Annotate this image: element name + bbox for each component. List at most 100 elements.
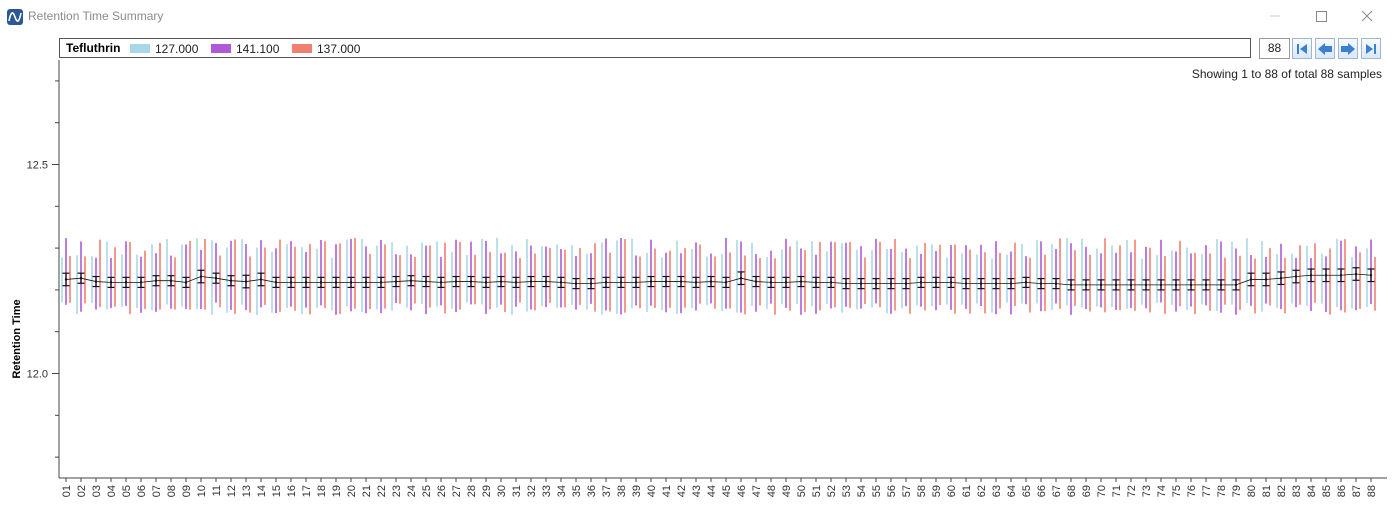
x-tick-label: 32 [526, 485, 538, 497]
x-tick-label: 79 [1231, 485, 1243, 497]
x-tick-label: 38 [616, 485, 628, 497]
x-tick-label: 45 [721, 485, 733, 497]
x-tick-label: 36 [586, 485, 598, 497]
y-tick-label: 12.0 [27, 369, 48, 381]
x-tick-label: 52 [826, 485, 838, 497]
x-tick-label: 39 [631, 485, 643, 497]
x-tick-label: 05 [121, 485, 133, 497]
x-tick-label: 83 [1291, 485, 1303, 497]
x-tick-label: 29 [481, 485, 493, 497]
x-tick-label: 68 [1066, 485, 1078, 497]
x-tick-label: 49 [781, 485, 793, 497]
x-tick-label: 19 [331, 485, 343, 497]
x-tick-label: 13 [241, 485, 253, 497]
x-tick-label: 01 [61, 485, 73, 497]
x-tick-label: 40 [646, 485, 658, 497]
x-tick-label: 28 [466, 485, 478, 497]
x-tick-label: 30 [496, 485, 508, 497]
x-tick-label: 04 [106, 485, 118, 497]
x-tick-label: 77 [1201, 485, 1213, 497]
x-tick-label: 86 [1336, 485, 1348, 497]
last-page-button[interactable] [1361, 38, 1381, 59]
x-tick-label: 14 [256, 485, 268, 497]
x-tick-label: 78 [1216, 485, 1228, 497]
x-tick-label: 42 [676, 485, 688, 497]
x-tick-label: 73 [1141, 485, 1153, 497]
x-tick-label: 82 [1276, 485, 1288, 497]
y-tick-label: 12.5 [27, 160, 48, 172]
last-page-icon [1366, 44, 1376, 54]
mean-line [65, 273, 1372, 286]
x-tick-label: 80 [1246, 485, 1258, 497]
window-title: Retention Time Summary [28, 9, 164, 23]
x-tick-label: 76 [1186, 485, 1198, 497]
x-tick-label: 64 [1006, 485, 1018, 497]
first-page-button[interactable] [1292, 38, 1312, 59]
x-tick-label: 35 [571, 485, 583, 497]
legend-swatch-127 [130, 44, 150, 54]
x-tick-label: 74 [1156, 485, 1168, 497]
x-tick-label: 43 [691, 485, 703, 497]
arrow-left-icon [1318, 43, 1332, 55]
x-tick-label: 37 [601, 485, 613, 497]
x-tick-label: 06 [136, 485, 148, 497]
x-tick-label: 70 [1096, 485, 1108, 497]
x-tick-label: 34 [556, 485, 568, 497]
minimize-button[interactable] [1252, 0, 1298, 32]
x-tick-label: 71 [1111, 485, 1123, 497]
x-tick-label: 07 [151, 485, 163, 497]
x-tick-label: 44 [706, 485, 718, 497]
close-button[interactable] [1344, 0, 1390, 32]
x-tick-label: 87 [1351, 485, 1363, 497]
x-tick-label: 16 [286, 485, 298, 497]
x-tick-label: 51 [811, 485, 823, 497]
previous-page-button[interactable] [1315, 38, 1335, 59]
x-tick-label: 46 [736, 485, 748, 497]
x-tick-label: 50 [796, 485, 808, 497]
x-tick-label: 24 [406, 485, 418, 497]
legend-swatch-141 [211, 44, 231, 54]
x-tick-label: 20 [346, 485, 358, 497]
legend-label-127: 127.000 [155, 42, 199, 56]
x-tick-label: 31 [511, 485, 523, 497]
legend-swatch-137 [292, 44, 312, 54]
x-tick-label: 85 [1321, 485, 1333, 497]
x-tick-label: 59 [931, 485, 943, 497]
x-tick-label: 53 [841, 485, 853, 497]
x-tick-label: 58 [916, 485, 928, 497]
window-titlebar: Retention Time Summary [0, 0, 1397, 32]
maximize-button[interactable] [1298, 0, 1344, 32]
x-tick-label: 08 [166, 485, 178, 497]
x-tick-label: 12 [226, 485, 238, 497]
x-tick-label: 10 [196, 485, 208, 497]
x-tick-label: 11 [211, 485, 223, 496]
x-tick-label: 15 [271, 485, 283, 497]
x-tick-label: 23 [391, 485, 403, 497]
x-tick-label: 17 [301, 485, 313, 497]
x-tick-label: 60 [946, 485, 958, 497]
x-tick-label: 47 [751, 485, 763, 497]
x-tick-label: 57 [901, 485, 913, 497]
x-tick-label: 22 [376, 485, 388, 497]
x-tick-label: 02 [76, 485, 88, 497]
x-tick-label: 21 [361, 485, 373, 497]
sample-count-field[interactable]: 88 [1259, 38, 1290, 59]
x-tick-label: 66 [1036, 485, 1048, 497]
x-tick-label: 18 [316, 485, 328, 497]
x-tick-label: 41 [661, 485, 673, 497]
legend-item-127: 127.000 [130, 42, 198, 56]
x-tick-label: 03 [91, 485, 103, 497]
app-logo-icon [7, 9, 23, 25]
x-tick-label: 88 [1366, 485, 1378, 497]
showing-samples-text: Showing 1 to 88 of total 88 samples [1191, 67, 1382, 81]
legend-item-137: 137.000 [292, 42, 360, 56]
first-page-icon [1297, 44, 1307, 54]
x-tick-label: 72 [1126, 485, 1138, 497]
next-page-button[interactable] [1338, 38, 1358, 59]
x-tick-label: 84 [1306, 485, 1318, 497]
legend-label-137: 137.000 [317, 42, 361, 56]
x-tick-label: 63 [991, 485, 1003, 497]
legend-compound-name: Tefluthrin [66, 41, 121, 55]
x-tick-label: 75 [1171, 485, 1183, 497]
